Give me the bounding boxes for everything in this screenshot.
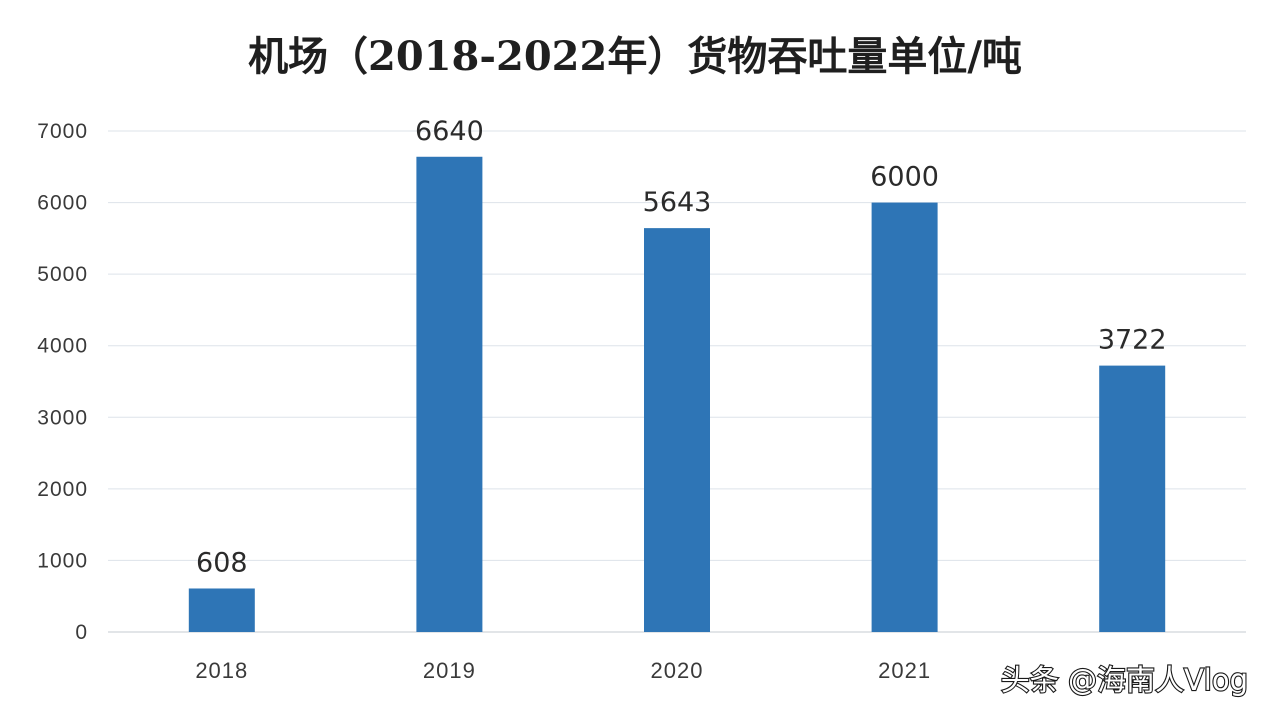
x-tick-label: 2019 — [423, 658, 476, 683]
bar — [644, 228, 710, 632]
data-label: 6000 — [870, 162, 939, 193]
y-tick-label: 3000 — [37, 406, 88, 429]
y-tick-label: 6000 — [37, 192, 88, 215]
bar — [416, 156, 483, 632]
y-tick-label: 0 — [75, 621, 88, 644]
y-tick-label: 2000 — [37, 478, 88, 501]
data-label: 3722 — [1098, 325, 1167, 356]
data-label: 608 — [196, 547, 248, 578]
y-tick-label: 4000 — [37, 335, 88, 358]
bars — [188, 156, 1166, 633]
bar — [1099, 365, 1166, 632]
y-tick-label: 7000 — [37, 120, 88, 143]
bar — [188, 588, 255, 632]
x-tick-label: 2021 — [878, 658, 931, 683]
y-tick-label: 1000 — [37, 549, 88, 572]
chart-title: 机场（2018-2022年）货物吞吐量单位/吨 — [248, 33, 1022, 80]
x-tick-label: 2018 — [195, 658, 248, 683]
y-axis-ticks: 0 1000 2000 3000 4000 5000 6000 7000 — [37, 120, 88, 644]
data-label: 5643 — [643, 187, 712, 218]
data-labels: 608 6640 5643 6000 3722 — [196, 116, 1167, 579]
y-tick-label: 5000 — [37, 263, 88, 286]
data-label: 6640 — [415, 116, 484, 147]
watermark-text: 头条 @海南人Vlog — [1001, 663, 1248, 697]
x-axis-ticks: 2018 2019 2020 2021 — [195, 658, 931, 683]
x-tick-label: 2020 — [651, 658, 704, 683]
bar — [871, 202, 938, 633]
